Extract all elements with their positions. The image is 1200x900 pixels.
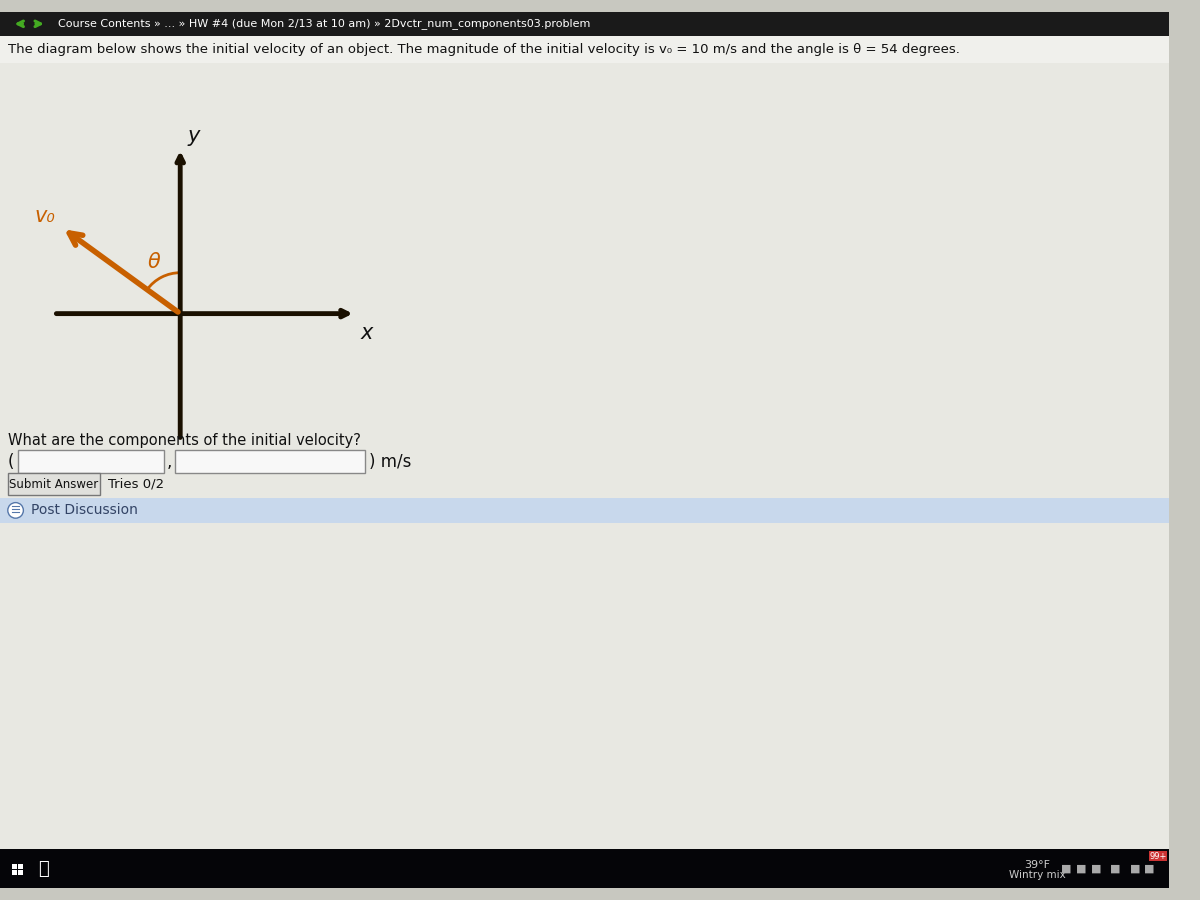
Text: ■: ■ xyxy=(1076,864,1086,874)
Bar xyxy=(18,450,163,473)
Text: The diagram below shows the initial velocity of an object. The magnitude of the : The diagram below shows the initial velo… xyxy=(7,43,960,56)
Text: (: ( xyxy=(7,453,14,471)
Bar xyxy=(1150,851,1168,861)
Text: ■: ■ xyxy=(1145,864,1154,874)
Text: Post Discussion: Post Discussion xyxy=(31,503,138,517)
Text: v₀: v₀ xyxy=(34,206,55,226)
Text: 99+: 99+ xyxy=(1150,851,1166,860)
Bar xyxy=(18,870,23,875)
Text: Submit Answer: Submit Answer xyxy=(10,478,98,491)
Text: θ: θ xyxy=(148,251,160,272)
Text: ■: ■ xyxy=(1110,864,1121,874)
Bar xyxy=(0,63,1169,850)
Text: ■: ■ xyxy=(1129,864,1140,874)
Bar xyxy=(175,450,365,473)
Text: What are the components of the initial velocity?: What are the components of the initial v… xyxy=(7,433,361,448)
Circle shape xyxy=(7,502,23,518)
Bar xyxy=(0,498,1169,523)
Bar xyxy=(0,850,1169,888)
Bar xyxy=(12,870,17,875)
Text: ⌕: ⌕ xyxy=(38,860,49,878)
Bar xyxy=(7,473,101,495)
Text: ■: ■ xyxy=(1062,864,1072,874)
Bar xyxy=(0,36,1169,63)
Text: ) m/s: ) m/s xyxy=(370,453,412,471)
Text: 39°F: 39°F xyxy=(1025,860,1050,870)
Bar xyxy=(18,864,23,868)
Text: Tries 0/2: Tries 0/2 xyxy=(108,478,164,491)
Text: x: x xyxy=(360,323,373,343)
Bar xyxy=(0,12,1169,36)
Bar xyxy=(5,68,1164,844)
Text: Course Contents » ... » HW #4 (due Mon 2/13 at 10 am) » 2Dvctr_num_components03.: Course Contents » ... » HW #4 (due Mon 2… xyxy=(59,18,590,30)
Text: y: y xyxy=(188,126,200,146)
Text: Wintry mix: Wintry mix xyxy=(1009,869,1066,879)
Bar xyxy=(12,864,17,868)
Text: ■: ■ xyxy=(1091,864,1102,874)
Text: ,: , xyxy=(167,453,172,471)
